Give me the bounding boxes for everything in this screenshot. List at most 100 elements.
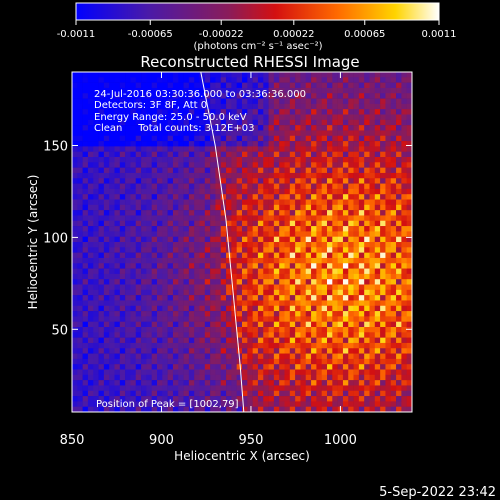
heatmap-cell xyxy=(162,220,168,227)
heatmap-cell xyxy=(327,353,333,360)
heatmap-cell xyxy=(157,252,163,259)
heatmap-cell xyxy=(242,316,248,322)
heatmap-cell xyxy=(215,401,222,407)
heatmap-cell xyxy=(311,279,317,285)
heatmap-cell xyxy=(257,295,264,301)
heatmap-cell xyxy=(183,242,190,248)
heatmap-cell xyxy=(305,93,312,99)
heatmap-cell xyxy=(396,204,402,211)
heatmap-cell xyxy=(279,194,285,200)
heatmap-cell xyxy=(268,295,275,301)
heatmap-cell xyxy=(289,401,296,407)
heatmap-cell xyxy=(77,220,83,227)
heatmap-cell xyxy=(146,183,152,190)
heatmap-cell xyxy=(284,135,291,142)
heatmap-cell xyxy=(364,199,370,206)
heatmap-cell xyxy=(390,188,397,195)
heatmap-cell xyxy=(289,125,296,131)
heatmap-cell xyxy=(72,183,78,190)
heatmap-cell xyxy=(332,215,338,222)
heatmap-cell xyxy=(396,268,402,275)
heatmap-cell xyxy=(82,141,89,147)
heatmap-cell xyxy=(188,247,195,253)
heatmap-cell xyxy=(268,194,275,200)
heatmap-cell xyxy=(374,93,381,99)
heatmap-cell xyxy=(321,119,328,126)
heatmap-cell xyxy=(273,358,280,365)
heatmap-cell xyxy=(146,93,152,99)
heatmap-cell xyxy=(172,226,179,232)
heatmap-cell xyxy=(72,188,78,195)
heatmap-cell xyxy=(396,236,402,243)
heatmap-cell xyxy=(204,157,211,163)
heatmap-cell xyxy=(236,103,243,110)
heatmap-cell xyxy=(146,257,152,264)
heatmap-cell xyxy=(183,273,190,280)
heatmap-cell xyxy=(77,135,83,142)
heatmap-cell xyxy=(183,311,190,317)
heatmap-cell xyxy=(119,406,126,413)
heatmap-cell xyxy=(406,311,413,317)
heatmap-cell xyxy=(98,348,105,354)
heatmap-cell xyxy=(82,210,89,216)
heatmap-cell xyxy=(268,103,275,110)
heatmap-cell xyxy=(396,178,402,184)
heatmap-cell xyxy=(98,226,105,232)
heatmap-cell xyxy=(374,311,381,317)
heatmap-cell xyxy=(236,369,243,376)
heatmap-cell xyxy=(300,125,307,131)
heatmap-cell xyxy=(157,348,163,354)
heatmap-cell xyxy=(401,178,407,184)
heatmap-cell xyxy=(380,396,386,402)
heatmap-cell xyxy=(151,401,158,407)
heatmap-cell xyxy=(257,268,264,275)
heatmap-cell xyxy=(311,231,317,237)
heatmap-cell xyxy=(279,151,285,158)
heatmap-cell xyxy=(114,231,121,237)
heatmap-cell xyxy=(151,82,158,89)
heatmap-cell xyxy=(374,98,381,105)
heatmap-cell xyxy=(162,252,168,259)
heatmap-cell xyxy=(268,268,275,275)
heatmap-cell xyxy=(369,119,376,126)
heatmap-cell xyxy=(204,119,211,126)
heatmap-cell xyxy=(157,380,163,386)
heatmap-cell xyxy=(146,157,152,163)
heatmap-cell xyxy=(295,82,301,89)
footer-timestamp: 5-Sep-2022 23:42 xyxy=(379,485,496,500)
heatmap-cell xyxy=(157,77,163,83)
heatmap-cell xyxy=(369,215,376,222)
heatmap-cell xyxy=(167,183,174,190)
heatmap-cell xyxy=(257,385,264,392)
heatmap-cell xyxy=(342,396,349,402)
heatmap-cell xyxy=(146,374,152,381)
heatmap-cell xyxy=(87,125,94,131)
heatmap-cell xyxy=(385,242,392,248)
heatmap-cell xyxy=(162,257,168,264)
heatmap-cell xyxy=(93,226,99,232)
heatmap-cell xyxy=(93,252,99,259)
heatmap-cell xyxy=(151,130,158,137)
heatmap-cell xyxy=(72,353,78,360)
heatmap-cell xyxy=(305,146,312,152)
heatmap-cell xyxy=(210,183,216,190)
heatmap-cell xyxy=(172,279,179,285)
heatmap-cell xyxy=(263,252,269,259)
heatmap-cell xyxy=(125,109,131,115)
heatmap-cell xyxy=(327,141,333,147)
heatmap-cell xyxy=(125,151,131,158)
heatmap-cell xyxy=(114,220,121,227)
heatmap-cell xyxy=(342,236,349,243)
heatmap-cell xyxy=(257,210,264,216)
heatmap-cell xyxy=(311,236,317,243)
heatmap-cell xyxy=(242,146,248,152)
heatmap-cell xyxy=(305,279,312,285)
heatmap-cell xyxy=(385,146,392,152)
heatmap-cell xyxy=(87,151,94,158)
heatmap-cell xyxy=(215,332,222,338)
heatmap-cell xyxy=(210,273,216,280)
heatmap-cell xyxy=(268,114,275,121)
heatmap-cell xyxy=(316,406,322,413)
heatmap-cell xyxy=(300,114,307,121)
heatmap-cell xyxy=(236,157,243,163)
